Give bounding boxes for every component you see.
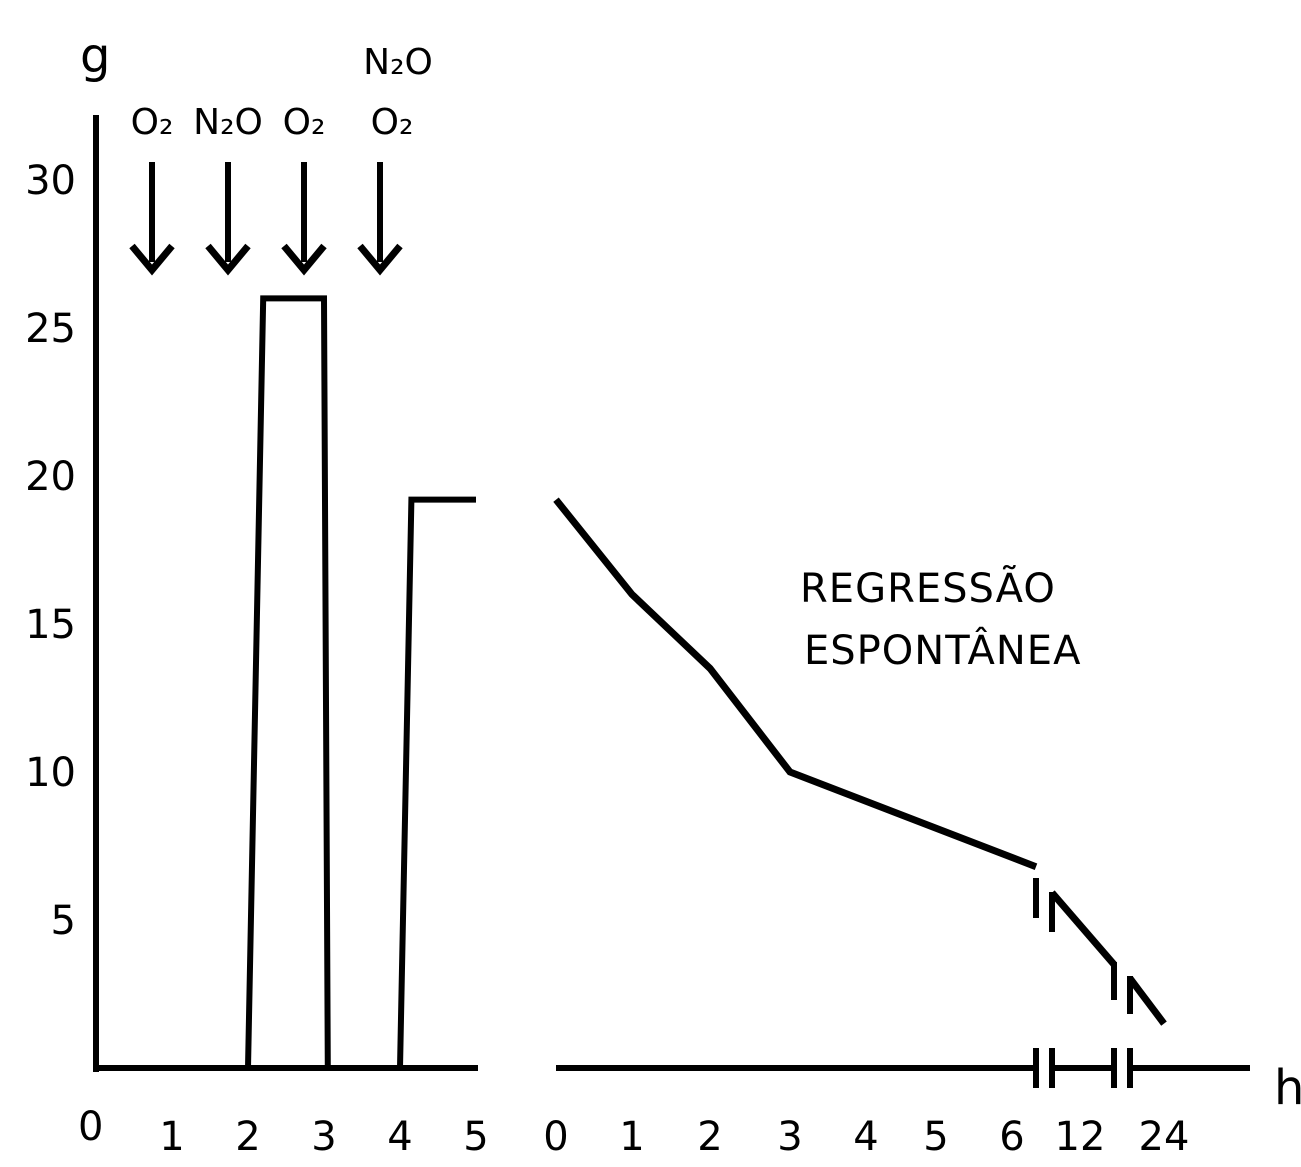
x-tick-label: 4 (387, 1114, 412, 1160)
series-line-right (553, 497, 1038, 870)
gas-label: N₂O (193, 102, 263, 143)
y-tick-label: 10 (25, 750, 76, 796)
x-tick-labels-right: 0 1 2 3 4 5 6 12 24 (543, 1114, 1189, 1160)
series-line-left (96, 295, 476, 1071)
series-line-right-segment (1049, 890, 1117, 967)
series-line-right-segment (1127, 976, 1167, 1026)
y-tick-label: 25 (25, 306, 76, 352)
x-tick-label: 1 (159, 1114, 184, 1160)
annotation-line-1: REGRESSÃO (800, 564, 1056, 612)
arrow-down-icon (129, 162, 175, 276)
y-tick-label: 30 (25, 158, 76, 204)
x-tick-label: 2 (697, 1114, 722, 1160)
x-tick-label: 3 (311, 1114, 336, 1160)
x-tick-label: 3 (777, 1114, 802, 1160)
gas-annotations: O₂ N₂O O₂ N₂O O₂ (129, 42, 433, 276)
gas-label: O₂ (371, 102, 414, 143)
x-tick-label: 5 (463, 1114, 488, 1160)
x-tick-label: 24 (1139, 1114, 1190, 1160)
y-axis-label: g (80, 28, 110, 84)
x-tick-label: 4 (853, 1114, 878, 1160)
gas-label: N₂O (363, 42, 433, 83)
x-tick-label: 6 (999, 1114, 1024, 1160)
y-tick-label: 15 (25, 602, 76, 648)
origin-label: 0 (78, 1104, 103, 1150)
arrow-down-icon (205, 162, 251, 276)
y-tick-labels: 5 10 15 20 25 30 (25, 158, 76, 944)
x-tick-label: 2 (235, 1114, 260, 1160)
arrow-down-icon (357, 162, 403, 276)
x-tick-label: 12 (1055, 1114, 1106, 1160)
y-tick-label: 20 (25, 454, 76, 500)
x-tick-label: 5 (923, 1114, 948, 1160)
annotation-line-2: ESPONTÂNEA (804, 626, 1081, 674)
curve-break-marks (1033, 878, 1133, 1014)
y-tick-label: 5 (51, 898, 76, 944)
x-axis-label: h (1274, 1060, 1301, 1116)
gas-label: O₂ (131, 102, 174, 143)
arrow-down-icon (281, 162, 327, 276)
x-tick-label: 0 (543, 1114, 568, 1160)
x-axis-right (556, 1048, 1250, 1088)
x-tick-label: 1 (619, 1114, 644, 1160)
gas-label: O₂ (283, 102, 326, 143)
x-tick-labels-left: 1 2 3 4 5 (159, 1114, 488, 1160)
